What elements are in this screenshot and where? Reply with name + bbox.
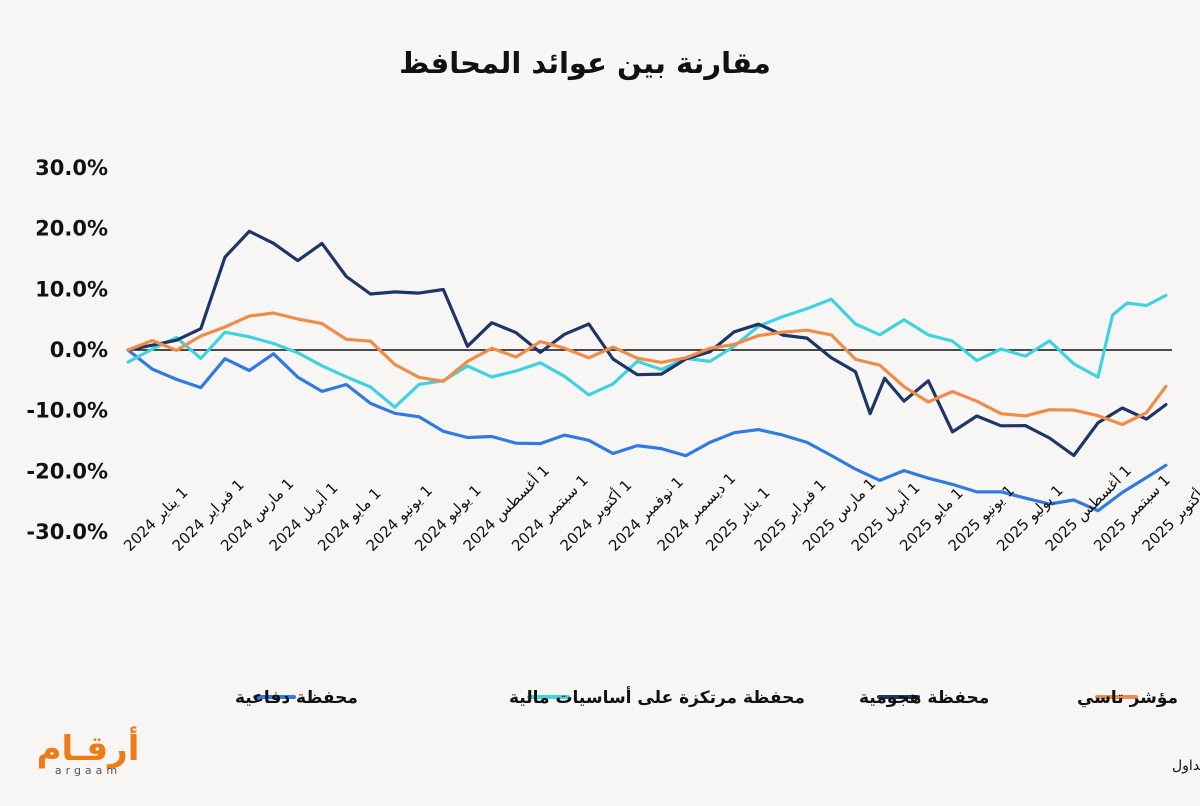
- series-line-0: [126, 348, 1168, 513]
- series-lines: [126, 229, 1168, 513]
- y-tick-label: -30.0%: [26, 520, 108, 544]
- y-tick-label: 10.0%: [35, 277, 108, 301]
- legend-label: مؤشر تاسي: [1077, 688, 1178, 708]
- source-note: المصدر: أرقام – الشركات المدرجة - تداول: [1172, 756, 1200, 774]
- argaam-logo: أرقـام argaam: [37, 726, 140, 777]
- series-line-1: [126, 293, 1168, 409]
- logo-arabic: أرقـام: [37, 726, 140, 769]
- series-line-3: [126, 311, 1168, 427]
- legend-label: محفظة هجومية: [859, 688, 989, 708]
- x-tick-label: 1 أغسطس 2024: [459, 461, 553, 555]
- y-axis-ticks: 30.0% 20.0% 10.0% 0.0% -10.0% -20.0% -30.0%: [26, 156, 108, 544]
- series-line-2: [126, 229, 1168, 458]
- chart-title: مقارنة بين عوائد المحافظ: [399, 46, 771, 80]
- y-tick-label: -10.0%: [26, 399, 108, 423]
- y-tick-label: 0.0%: [50, 338, 108, 362]
- logo-latin: argaam: [55, 764, 121, 777]
- legend-label: محفظة دفاعية: [235, 688, 358, 708]
- x-tick-label: 1 أغسطس 2025: [1041, 461, 1135, 555]
- y-tick-label: -20.0%: [26, 459, 108, 483]
- y-tick-label: 20.0%: [35, 217, 108, 241]
- legend: محفظة دفاعية محفظة مرتكزة على أساسيات مال…: [235, 686, 1178, 708]
- legend-label: محفظة مرتكزة على أساسيات مالية: [509, 686, 805, 708]
- y-tick-label: 30.0%: [35, 156, 108, 180]
